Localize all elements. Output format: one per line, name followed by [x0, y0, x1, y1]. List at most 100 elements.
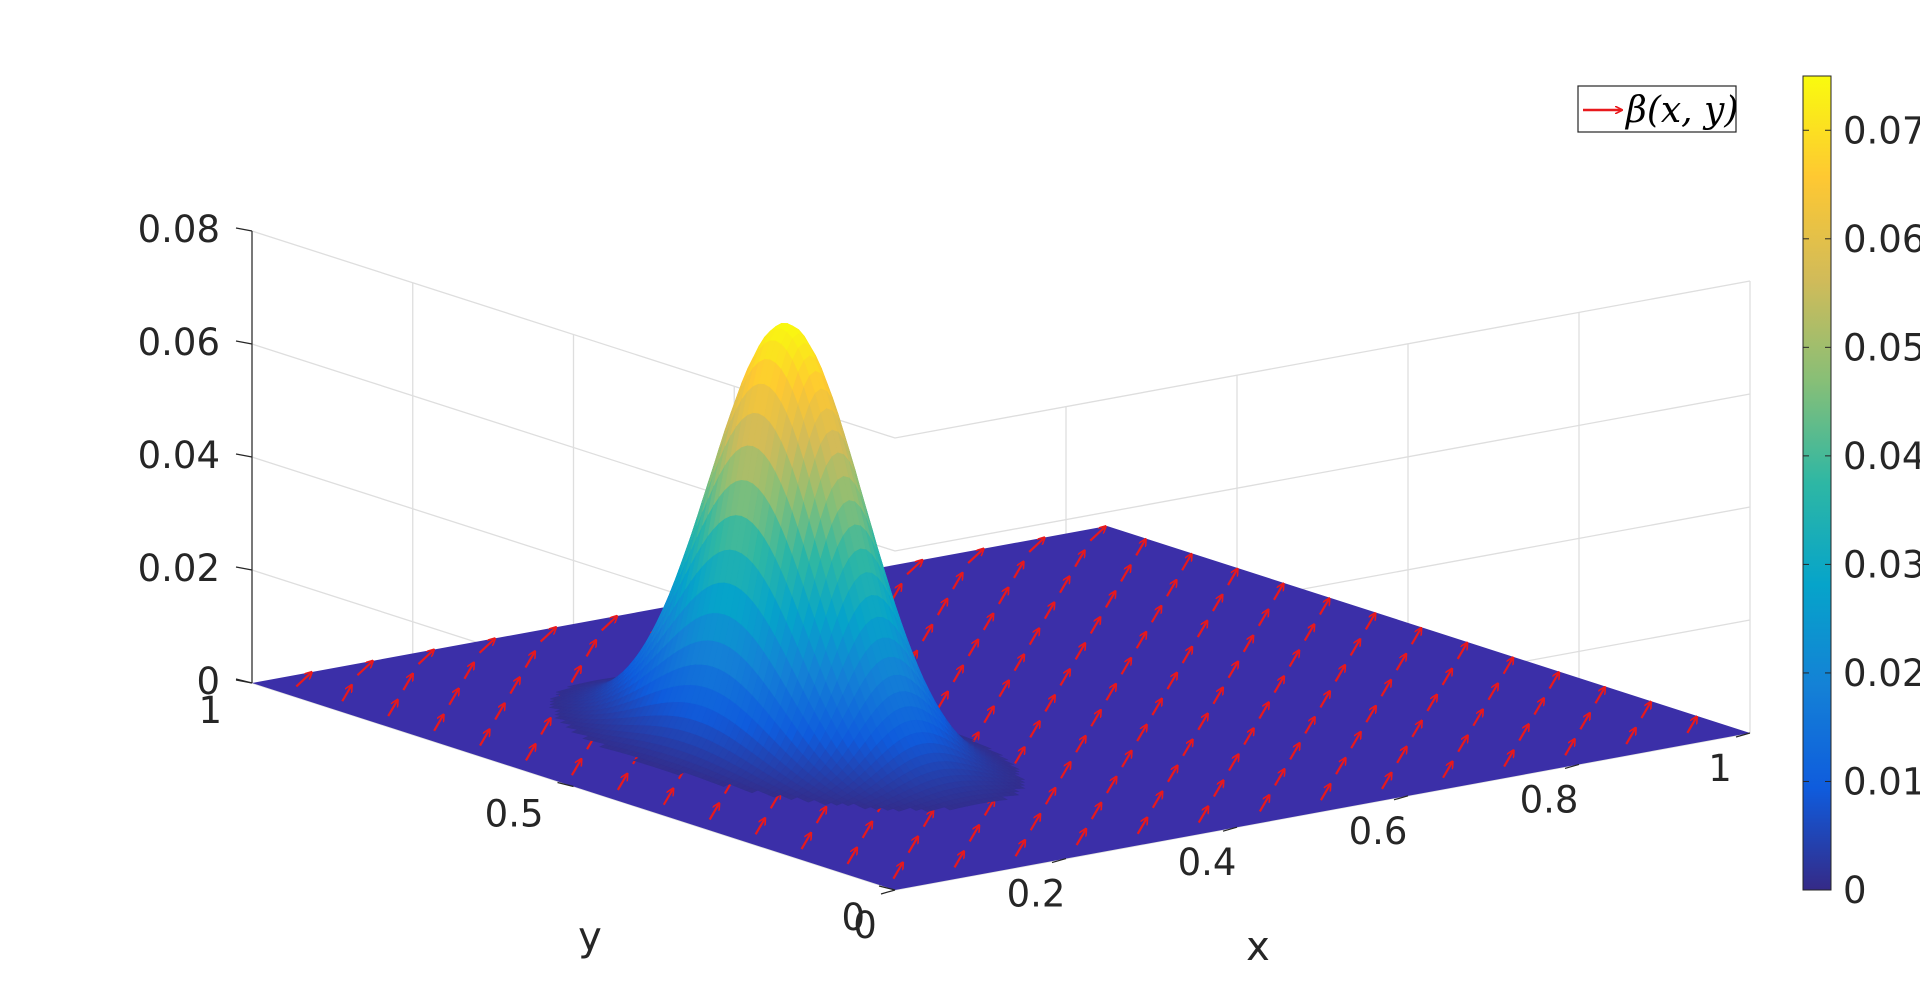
field-arrow [1043, 602, 1055, 620]
field-arrow [982, 614, 994, 631]
field-arrow [1258, 795, 1270, 812]
surface-facet [1013, 779, 1025, 783]
field-arrow [600, 616, 618, 632]
x-tick-mark [1393, 795, 1409, 801]
field-arrow [1411, 721, 1422, 738]
field-arrow [1349, 639, 1361, 656]
field-arrow [539, 627, 557, 643]
surface-facet [1007, 766, 1020, 770]
field-arrow [1395, 654, 1407, 671]
field-arrow [1257, 609, 1269, 627]
field-arrow [1503, 750, 1514, 768]
field-arrow [892, 862, 903, 880]
z-tick-label: 0 [196, 660, 220, 703]
field-arrow [463, 662, 474, 680]
field-arrow [890, 584, 902, 601]
field-arrow [1396, 747, 1407, 764]
surface-facet [1002, 761, 1014, 765]
field-arrow [1105, 684, 1116, 701]
x-tick-mark [1564, 763, 1580, 769]
field-arrow [1136, 725, 1147, 742]
field-arrow [1013, 562, 1024, 579]
field-arrow [1273, 583, 1284, 601]
x-tick-mark [1735, 732, 1751, 738]
y-tick-mark [878, 885, 896, 891]
field-arrow [754, 818, 766, 835]
field-arrow [1166, 673, 1177, 690]
field-arrow [1258, 702, 1269, 720]
field-arrow [1212, 780, 1224, 798]
field-arrow [1197, 713, 1208, 731]
field-arrow [524, 651, 535, 669]
field-arrow [1212, 687, 1223, 705]
surface-facet [1012, 785, 1026, 789]
field-arrow [1227, 661, 1239, 679]
y-axis-label: y [578, 914, 602, 960]
field-arrow [1167, 765, 1178, 783]
field-arrow [983, 799, 995, 817]
field-arrow [1059, 576, 1070, 594]
surface-facet [1012, 782, 1025, 786]
field-arrow [1334, 665, 1346, 682]
field-arrow [1089, 617, 1101, 635]
z-gridline [251, 343, 1751, 552]
field-arrow [1181, 647, 1193, 664]
field-arrow [1135, 539, 1146, 557]
x-tick-mark [1051, 858, 1067, 864]
field-arrow [1456, 643, 1468, 660]
field-arrow [1181, 554, 1192, 571]
field-arrow [1135, 632, 1147, 649]
field-arrow [1228, 754, 1239, 772]
field-arrow [1196, 621, 1208, 638]
field-arrow [1029, 814, 1041, 831]
z-gridline [251, 230, 1751, 439]
field-arrow [509, 677, 520, 695]
field-arrow [1136, 817, 1148, 835]
field-arrow [1442, 761, 1453, 779]
field-arrow [800, 833, 812, 850]
surface-facet [991, 752, 1003, 756]
field-arrow [1518, 724, 1529, 742]
z-tick-label: 0.02 [138, 547, 220, 590]
field-arrow [1365, 706, 1376, 723]
field-arrow [953, 851, 964, 869]
colorbar-tick-label: 0.07 [1843, 109, 1920, 152]
x-tick-label: 0.4 [1178, 841, 1237, 884]
field-arrow [1150, 606, 1162, 623]
field-arrow [1120, 565, 1131, 583]
field-arrow [906, 560, 923, 576]
x-tick-label: 0 [853, 904, 877, 947]
x-axis-label: x [1246, 924, 1270, 970]
field-arrow [1151, 699, 1162, 716]
z-tick-label: 0.06 [138, 321, 220, 364]
colorbar-tick-label: 0.04 [1843, 435, 1920, 478]
field-arrow [921, 625, 933, 642]
field-arrow [433, 714, 444, 732]
field-arrow [1594, 687, 1605, 704]
colorbar-tick-label: 0.03 [1843, 543, 1920, 586]
field-arrow [1089, 526, 1106, 542]
field-arrow [1273, 676, 1284, 694]
field-arrow [1303, 624, 1315, 642]
field-arrow [1640, 702, 1651, 719]
field-arrow [1028, 537, 1045, 553]
surface-facet [979, 745, 992, 750]
field-arrow [1075, 829, 1087, 846]
field-arrow [1090, 803, 1102, 820]
field-arrow [1059, 669, 1070, 687]
field-arrow [998, 680, 1009, 698]
z-tick-mark [235, 340, 253, 345]
field-arrow [570, 666, 581, 683]
field-arrow [1242, 635, 1254, 653]
field-arrow [952, 666, 963, 683]
field-arrow [968, 825, 980, 843]
field-arrow [295, 672, 312, 688]
field-arrow [1013, 654, 1025, 672]
colorbar-ticks: 0 0.01 0.02 0.03 0.04 0.05 0.06 0.07 [1803, 109, 1920, 912]
field-arrow [478, 638, 496, 654]
surface-facet [996, 756, 1009, 761]
field-arrow [1044, 695, 1055, 713]
field-arrow [997, 588, 1009, 605]
